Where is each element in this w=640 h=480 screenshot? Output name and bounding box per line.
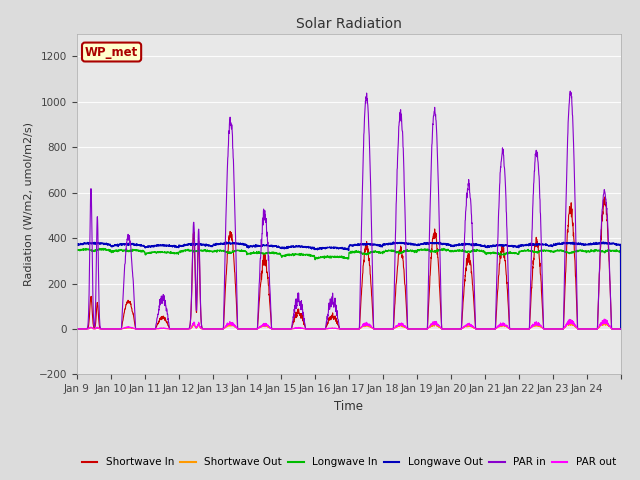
Longwave In <box>127 248 135 253</box>
Line: Longwave In: Longwave In <box>77 248 621 329</box>
PAR in <box>617 326 625 332</box>
Longwave In <box>73 248 81 253</box>
Title: Solar Radiation: Solar Radiation <box>296 17 402 31</box>
Shortwave Out <box>513 326 520 332</box>
PAR out <box>610 326 618 332</box>
Line: Shortwave In: Shortwave In <box>77 197 621 329</box>
PAR out <box>107 326 115 332</box>
Longwave Out <box>127 241 135 247</box>
Shortwave In <box>610 326 618 332</box>
Shortwave Out <box>543 326 551 332</box>
Longwave Out <box>73 242 81 248</box>
X-axis label: Time: Time <box>334 400 364 413</box>
Shortwave In <box>543 326 551 332</box>
Longwave In <box>609 248 617 253</box>
Shortwave In <box>601 194 609 200</box>
PAR out <box>73 326 81 332</box>
Longwave In <box>99 245 107 251</box>
PAR in <box>73 326 81 332</box>
Shortwave Out <box>381 326 389 332</box>
PAR out <box>127 325 135 331</box>
Shortwave Out <box>73 326 81 332</box>
PAR out <box>543 326 551 332</box>
Longwave Out <box>543 242 551 248</box>
Shortwave In <box>617 326 625 332</box>
Shortwave Out <box>107 326 115 332</box>
PAR in <box>381 326 389 332</box>
Y-axis label: Radiation (W/m2, umol/m2/s): Radiation (W/m2, umol/m2/s) <box>23 122 33 286</box>
Shortwave In <box>245 326 253 332</box>
Shortwave Out <box>127 325 135 331</box>
Line: PAR out: PAR out <box>77 319 621 329</box>
PAR out <box>617 326 625 332</box>
Longwave In <box>381 247 389 253</box>
PAR in <box>513 326 520 332</box>
Longwave Out <box>390 239 397 245</box>
Shortwave Out <box>245 326 253 332</box>
Shortwave Out <box>617 326 625 332</box>
PAR in <box>610 326 618 332</box>
PAR in <box>566 88 574 94</box>
Shortwave In <box>381 326 389 332</box>
Shortwave Out <box>610 326 618 332</box>
Line: Longwave Out: Longwave Out <box>77 242 621 329</box>
PAR in <box>245 326 253 332</box>
Text: WP_met: WP_met <box>85 46 138 59</box>
PAR in <box>107 326 115 332</box>
Longwave Out <box>244 245 252 251</box>
PAR in <box>543 326 551 332</box>
Shortwave In <box>513 326 520 332</box>
Shortwave Out <box>602 319 610 324</box>
Longwave In <box>513 251 520 257</box>
PAR out <box>381 326 389 332</box>
Shortwave In <box>73 326 81 332</box>
Longwave Out <box>609 240 617 246</box>
Longwave Out <box>381 242 389 248</box>
Longwave Out <box>617 326 625 332</box>
Shortwave In <box>107 326 115 332</box>
PAR in <box>127 253 135 259</box>
Line: Shortwave Out: Shortwave Out <box>77 322 621 329</box>
Shortwave In <box>127 304 135 310</box>
Legend: Shortwave In, Shortwave Out, Longwave In, Longwave Out, PAR in, PAR out: Shortwave In, Shortwave Out, Longwave In… <box>77 453 620 471</box>
Longwave In <box>245 251 253 257</box>
PAR out <box>600 316 608 322</box>
PAR out <box>245 326 253 332</box>
Longwave In <box>543 248 551 253</box>
Longwave In <box>617 326 625 332</box>
Line: PAR in: PAR in <box>77 91 621 329</box>
PAR out <box>513 326 520 332</box>
Longwave Out <box>513 244 520 250</box>
